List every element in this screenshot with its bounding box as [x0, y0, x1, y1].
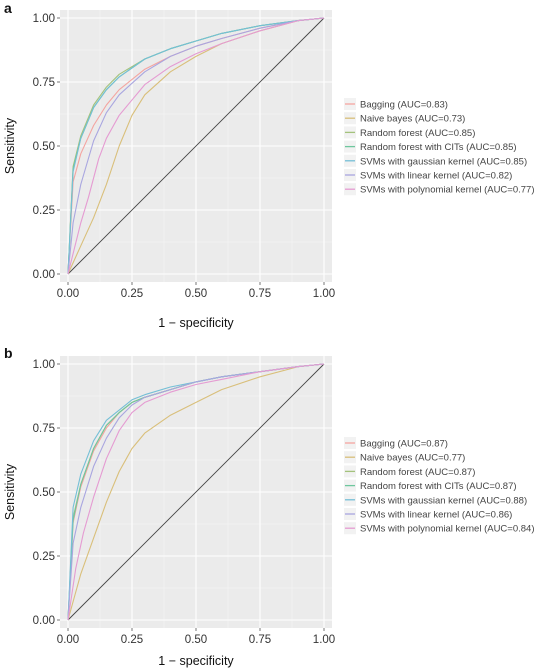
- legend: Bagging (AUC=0.83) Naive bayes (AUC=0.73)…: [344, 98, 535, 196]
- y-axis-title: Sensitivity: [3, 117, 17, 174]
- roc-curve: [67, 17, 325, 275]
- x-tick-label: 0.00: [57, 634, 79, 646]
- legend-entry: Random forest with CITs (AUC=0.85): [360, 142, 517, 153]
- legend-entry: Random forest (AUC=0.85): [360, 128, 475, 139]
- roc-panel-a: 0.00 0.25 0.50 0.75 1.00 0.00 0.25 0.50 0.75 1.00…: [3, 0, 535, 330]
- x-tick-label: 0.25: [121, 634, 143, 646]
- reference-diagonal: [67, 363, 325, 621]
- roc-curve: [67, 17, 325, 275]
- y-tick-label: 0.50: [33, 141, 55, 153]
- roc-curve: [67, 363, 325, 621]
- roc-curve: [67, 363, 325, 621]
- x-axis-title: 1 − specificity: [158, 316, 234, 330]
- y-tick-label: 0.25: [33, 205, 55, 217]
- x-tick-label: 0.00: [57, 288, 79, 300]
- y-tick-label: 0.75: [33, 423, 55, 435]
- legend-entry: Random forest with CITs (AUC=0.87): [360, 481, 517, 492]
- reference-diagonal: [67, 17, 325, 275]
- x-tick-label: 1.00: [313, 634, 335, 646]
- x-axis-title: 1 − specificity: [158, 654, 234, 668]
- y-axis-title: Sensitivity: [3, 463, 17, 520]
- y-tick-label: 0.25: [33, 551, 55, 563]
- legend-entry: Random forest (AUC=0.87): [360, 467, 475, 478]
- y-tick-label: 0.50: [33, 487, 55, 499]
- y-tick-label: 1.00: [33, 13, 55, 25]
- legend-entry: Naive bayes (AUC=0.77): [360, 453, 465, 464]
- legend-entry: Naive bayes (AUC=0.73): [360, 114, 465, 125]
- legend: Bagging (AUC=0.87) Naive bayes (AUC=0.77)…: [344, 437, 535, 535]
- x-tick-label: 0.75: [249, 634, 271, 646]
- panel-label: a: [4, 0, 12, 16]
- legend-entry: SVMs with gaussian kernel (AUC=0.85): [360, 156, 527, 167]
- x-tick-label: 0.50: [185, 634, 207, 646]
- y-tick-label: 1.00: [33, 359, 55, 371]
- legend-entry: SVMs with linear kernel (AUC=0.82): [360, 171, 512, 182]
- legend-entry: SVMs with gaussian kernel (AUC=0.88): [360, 495, 527, 506]
- legend-entry: SVMs with polynomial kernel (AUC=0.77): [360, 185, 535, 196]
- roc-panel-b: 0.00 0.25 0.50 0.75 1.00 0.00 0.25 0.50 0.75 1.00…: [3, 345, 535, 668]
- y-tick-label: 0.00: [33, 269, 55, 281]
- x-tick-label: 0.25: [121, 288, 143, 300]
- x-tick-label: 0.75: [249, 288, 271, 300]
- legend-entry: Bagging (AUC=0.87): [360, 439, 448, 450]
- y-tick-label: 0.00: [33, 615, 55, 627]
- legend-entry: SVMs with polynomial kernel (AUC=0.84): [360, 524, 535, 535]
- legend-entry: SVMs with linear kernel (AUC=0.86): [360, 510, 512, 521]
- panel-label: b: [4, 345, 13, 361]
- y-tick-label: 0.75: [33, 77, 55, 89]
- x-tick-label: 0.50: [185, 288, 207, 300]
- legend-entry: Bagging (AUC=0.83): [360, 100, 448, 111]
- roc-curve: [67, 17, 325, 275]
- x-tick-label: 1.00: [313, 288, 335, 300]
